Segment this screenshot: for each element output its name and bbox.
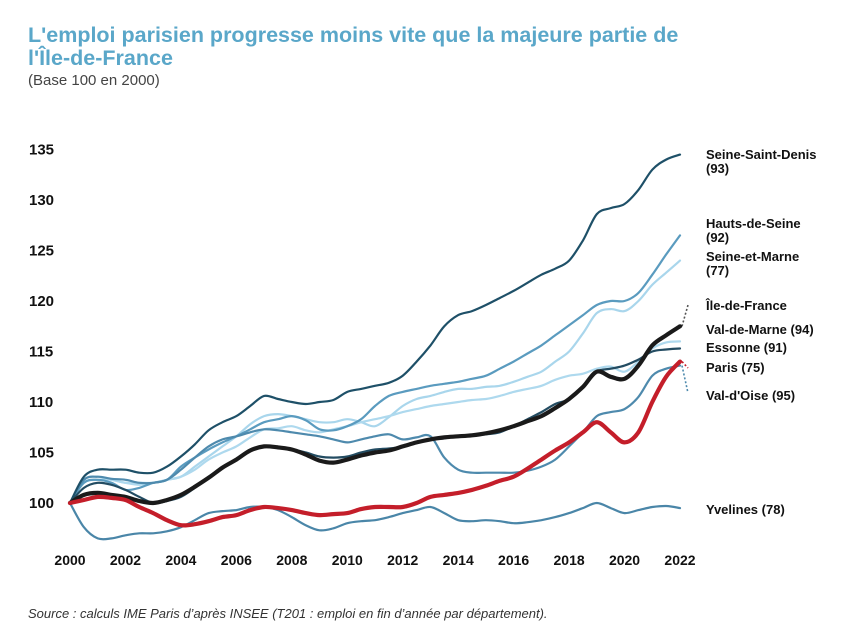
chart-title: L'emploi parisien progresse moins vite q… [28,23,679,70]
series-label-seine-et-marne: Seine-et-Marne [706,249,799,264]
x-tick-label: 2010 [332,552,363,568]
series-labels: Seine-Saint-Denis(93) Hauts-de-Seine(92) S… [705,147,817,517]
series-line-paris [67,359,683,528]
series-code-seine-et-marne: (77) [706,263,729,278]
x-tick-label: 2002 [110,552,141,568]
series-label-val-de-marne: Val-de-Marne (94) [706,322,814,337]
x-tick-label: 2004 [165,552,196,568]
label-connectors [681,304,689,394]
x-tick-label: 2008 [276,552,307,568]
y-tick-label: 135 [29,142,54,159]
connector-val-d-oise [681,365,689,394]
series-lines [67,153,683,541]
y-tick-label: 130 [29,192,54,209]
x-tick-label: 2020 [609,552,640,568]
source-note: Source : calculs IME Paris d’après INSEE… [28,606,548,621]
x-tick-label: 2012 [387,552,418,568]
series-label-seine-saint-denis: Seine-Saint-Denis [706,147,817,162]
connector-paris [681,361,689,369]
series-label-essonne: Essonne (91) [706,340,787,355]
series-code-seine-saint-denis: (93) [706,161,729,176]
series-line-hauts-de-seine [68,234,682,505]
series-code-hauts-de-seine: (92) [706,230,729,245]
y-tick-label: 105 [29,445,54,462]
x-tick-label: 2014 [443,552,474,568]
series-line--le-de-france [67,324,683,506]
x-tick-label: 2000 [54,552,85,568]
x-tick-label: 2022 [664,552,695,568]
series-label-hauts-de-seine: Hauts-de-Seine [706,216,801,231]
series-line-yvelines [68,501,682,541]
x-tick-label: 2018 [554,552,585,568]
connector--le-de-france [681,304,689,327]
series-label-yvelines: Yvelines (78) [706,502,785,517]
series-line-val-de-marne [68,340,682,505]
y-tick-label: 110 [29,394,53,411]
y-axis: 100 105 110 115 120 125 130 135 [29,142,54,513]
x-tick-label: 2016 [498,552,529,568]
chart-subtitle: (Base 100 en 2000) [28,72,160,89]
x-tick-label: 2006 [221,552,252,568]
y-tick-label: 100 [29,495,54,512]
series-line-seine-saint-denis [68,153,682,505]
series-label-val-d-oise: Val-d'Oise (95) [706,388,795,403]
y-tick-label: 120 [29,293,54,310]
series-label-paris: Paris (75) [706,360,765,375]
x-axis: 2000 2002 2004 2006 2008 2010 2012 2014 2016 2018… [54,552,695,568]
y-tick-label: 125 [29,243,54,260]
y-tick-label: 115 [29,344,53,361]
series-label--le-de-france: Île-de-France [705,298,787,313]
